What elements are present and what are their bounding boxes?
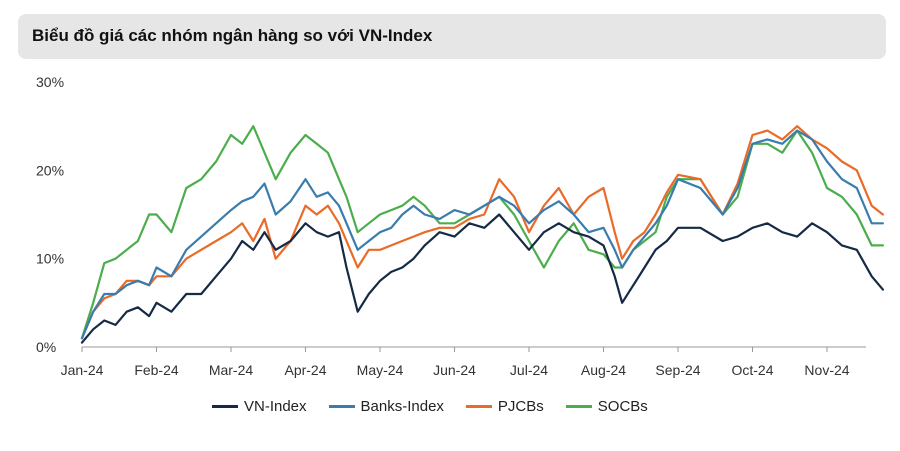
y-tick-label: 0% [36, 339, 56, 355]
series-line-vn-index [80, 213, 884, 344]
series-line-pjcbs [80, 125, 884, 340]
x-tick-label: Feb-24 [134, 362, 179, 378]
legend-item-banks-index: Banks-Index [328, 398, 444, 415]
legend-item-pjcbs: PJCBs [465, 398, 544, 415]
x-tick-label: Sep-24 [655, 362, 700, 378]
legend-swatch-banks-index [328, 405, 355, 408]
y-tick-label: 30% [36, 74, 64, 90]
x-tick-label: May-24 [357, 362, 404, 378]
x-tick-label: Oct-24 [731, 362, 773, 378]
x-tick-label: Aug-24 [581, 362, 626, 378]
legend-label-socbs: SOCBs [597, 398, 648, 415]
y-tick-label: 20% [36, 162, 64, 178]
x-tick-label: Jun-24 [433, 362, 476, 378]
legend-swatch-vn-index [212, 405, 238, 408]
legend-item-vn-index: VN-Index [212, 398, 307, 415]
x-tick-label: Jan-24 [61, 362, 104, 378]
y-tick-label: 10% [36, 251, 64, 267]
legend-label-vn-index: VN-Index [244, 398, 307, 415]
legend-swatch-socbs [565, 405, 592, 408]
chart-title-bar: Biểu đồ giá các nhóm ngân hàng so với VN… [18, 14, 886, 59]
legend-item-socbs: SOCBs [565, 398, 648, 415]
chart-title: Biểu đồ giá các nhóm ngân hàng so với VN… [32, 26, 433, 45]
x-tick-label: Apr-24 [284, 362, 326, 378]
x-tick-label: Jul-24 [510, 362, 548, 378]
series-lines [80, 125, 884, 344]
series-line-banks-index [80, 129, 884, 340]
legend-swatch-pjcbs [465, 405, 492, 408]
x-tick-label: Nov-24 [804, 362, 849, 378]
y-axis-ticks: 0% 10% 20% 30% [36, 74, 64, 355]
series-line-socbs [80, 125, 884, 340]
x-tick-label: Mar-24 [209, 362, 254, 378]
legend-label-banks-index: Banks-Index [360, 398, 444, 415]
x-axis-ticks: Jan-24 Feb-24 Mar-24 Apr-24 May-24 Jun-24 Jul-… [61, 347, 850, 378]
legend: VN-Index Banks-Index PJCBs SOCBs [212, 398, 648, 415]
legend-label-pjcbs: PJCBs [497, 398, 544, 415]
